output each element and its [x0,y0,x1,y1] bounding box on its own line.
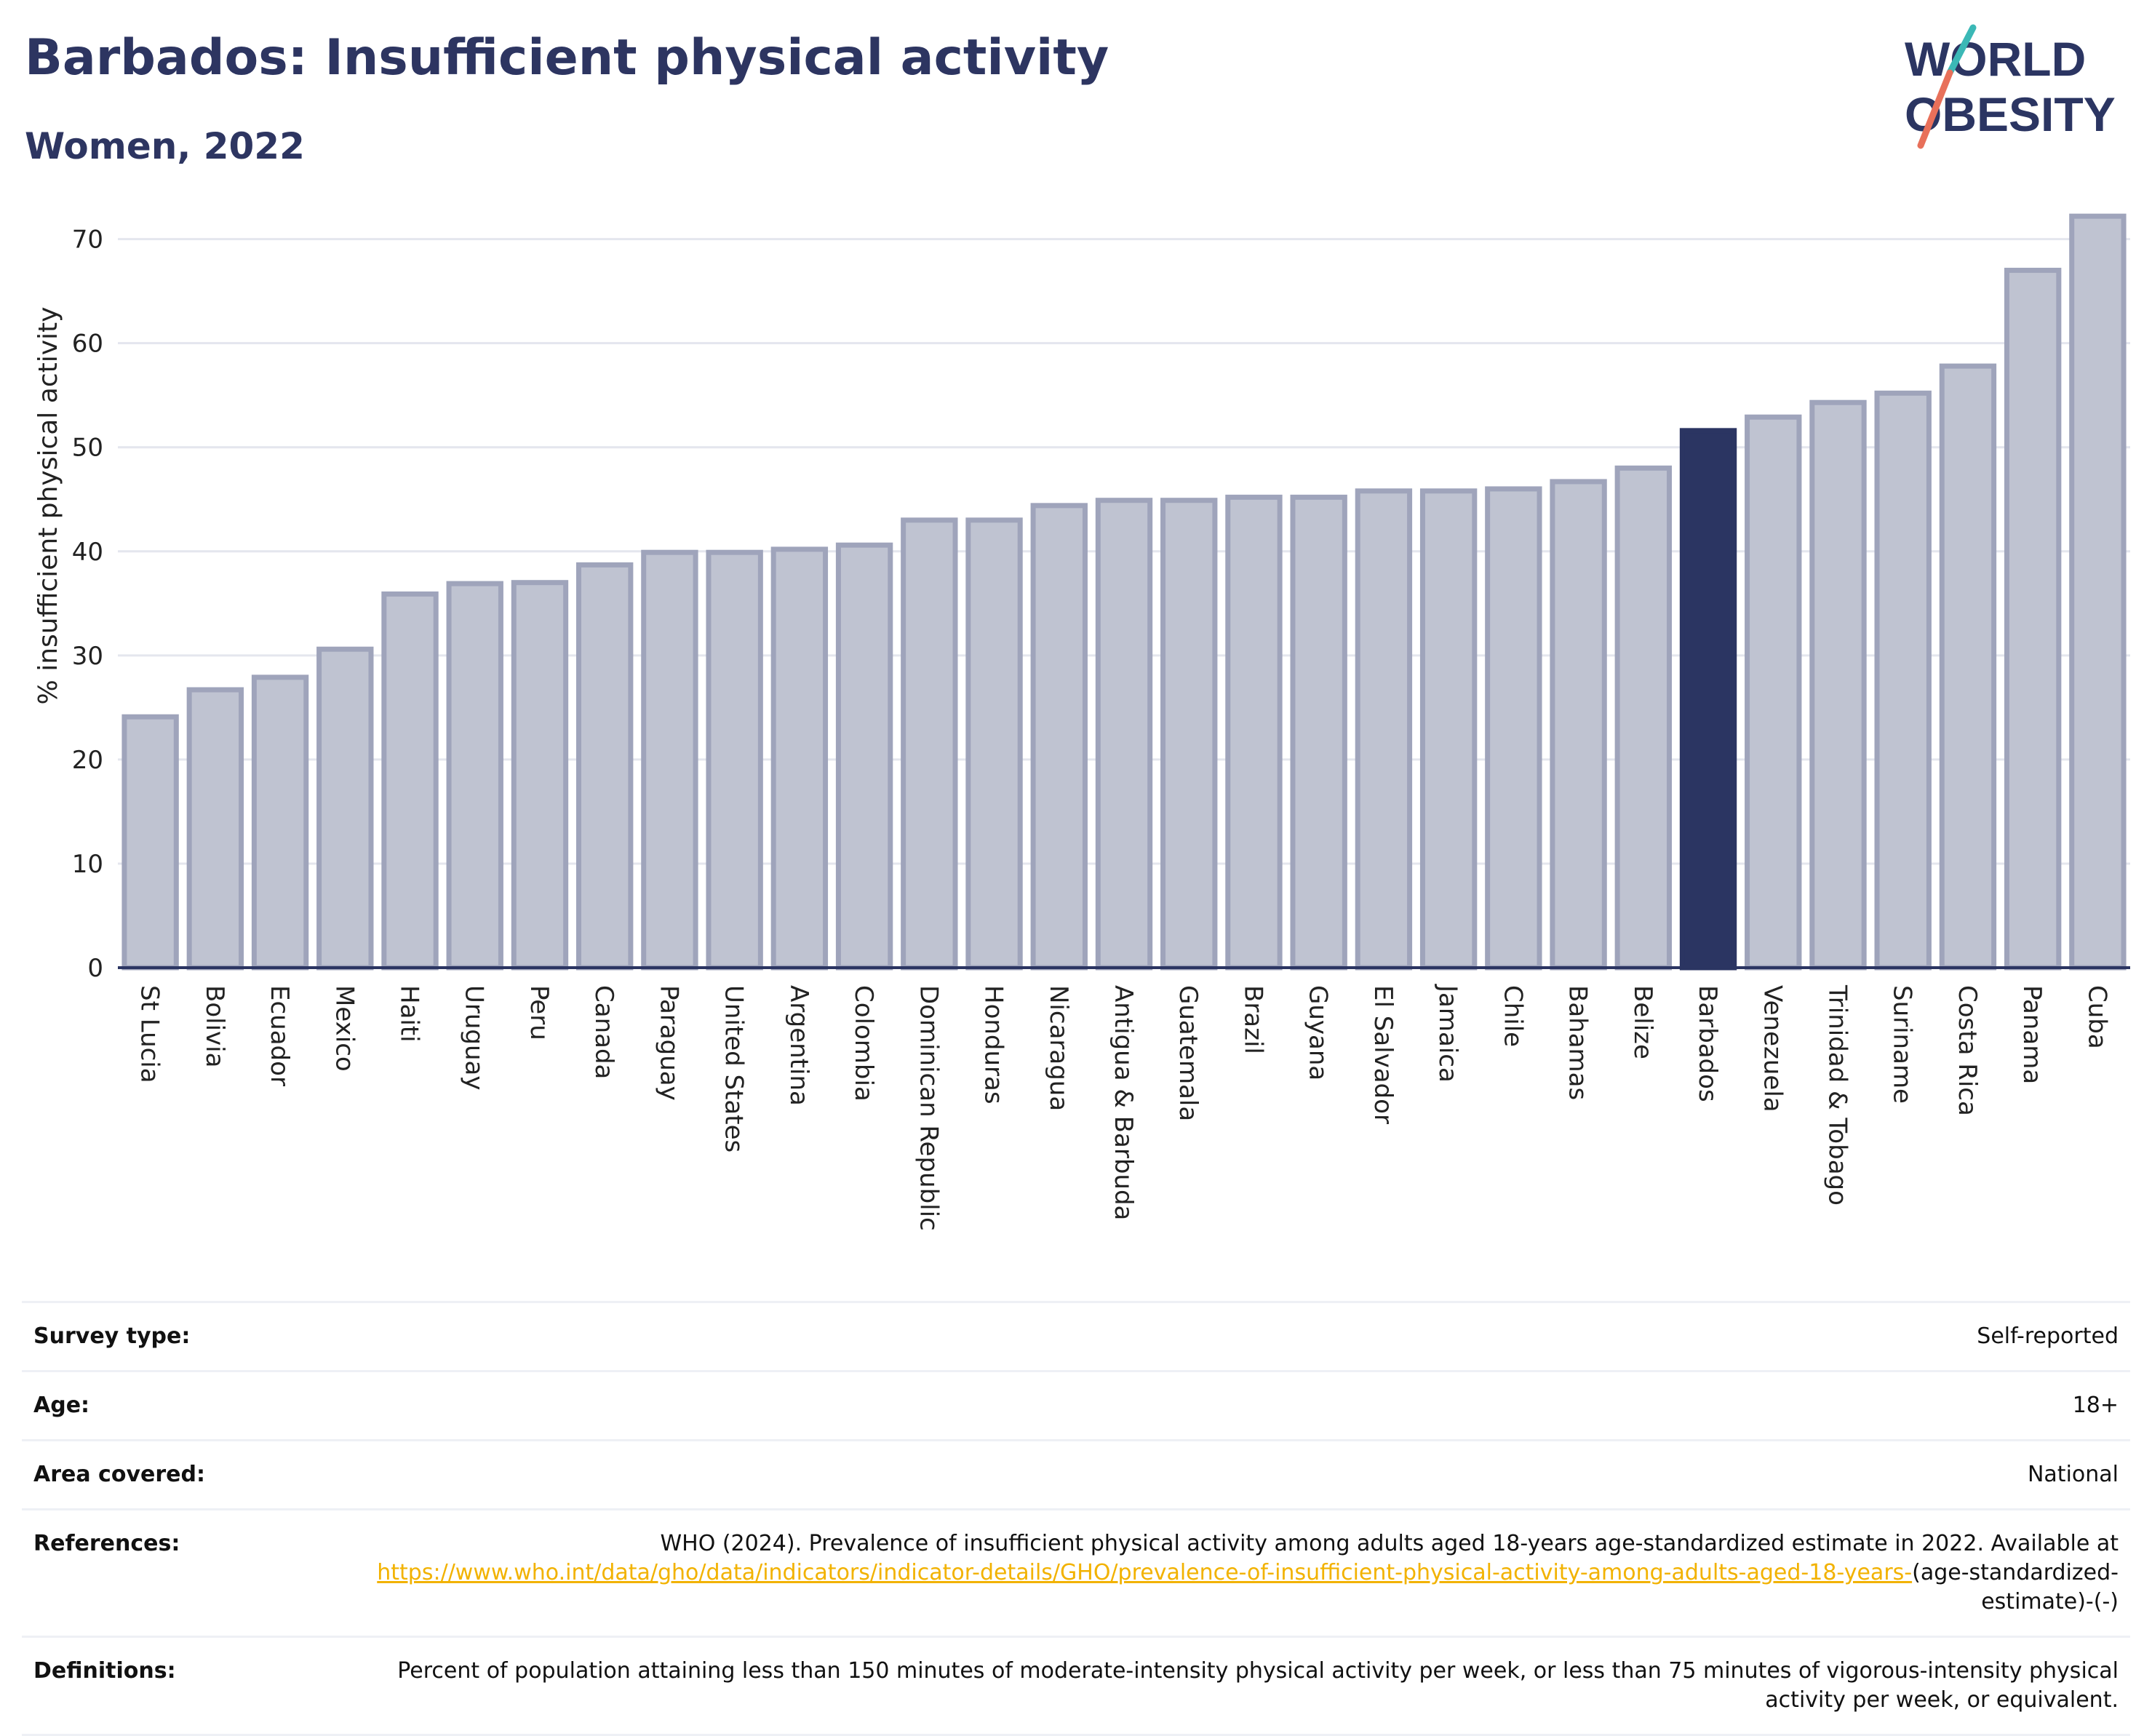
bar [1745,414,1802,971]
x-tick-label: Barbados [1693,985,1722,1102]
bar [770,546,829,971]
bar [251,674,309,971]
bar [576,562,634,971]
y-tick-label: 20 [72,746,103,775]
y-tick-label: 0 [87,954,103,983]
axes: 0 10 20 30 40 50 60 70 St Lucia Bolivia Ecuador Mex… [72,226,2130,1231]
x-tick-label: Honduras [979,985,1008,1104]
x-tick-label: Canada [589,985,618,1079]
x-tick-label: Cuba [2082,985,2111,1049]
x-tick-label: Ecuador [265,985,294,1086]
x-tick-label: Uruguay [460,985,489,1091]
x-tick-label: Chile [1498,985,1527,1047]
x-tick-label: Jamaica [1433,984,1462,1083]
definitions-label: Definitions: [33,1658,176,1684]
area-value: National [2027,1462,2119,1487]
bar [1614,465,1672,971]
x-tick-label: Guatemala [1173,985,1203,1121]
chart-title: Barbados: Insufficient physical activity [25,29,1109,87]
bar [1939,363,1997,971]
x-tick-label: Belize [1628,985,1657,1059]
bar [446,581,503,971]
bar [316,646,374,971]
references-suffix: (age-standardized-estimate)-(-) [1912,1560,2119,1614]
x-tick-label: Dominican Republic [914,985,943,1231]
logo-line1: WORLD [1905,32,2086,86]
chart-subtitle: Women, 2022 [25,125,305,167]
x-tick-label: Suriname [1888,985,1917,1104]
references-value: WHO (2024). Prevalence of insufficient p… [372,1529,2119,1617]
y-tick-label: 10 [72,850,103,879]
logo-slash-coral [1917,69,1953,149]
x-tick-label: El Salvador [1368,985,1398,1124]
x-tick-label: Costa Rica [1953,985,1982,1116]
bar [2004,268,2062,971]
world-obesity-logo: WORLD OBESITY [1905,24,2116,149]
x-tick-label: United States [720,985,749,1152]
x-tick-label: Peru [525,985,554,1040]
info-row-definitions: Definitions: Percent of population attai… [22,1636,2130,1736]
bar [1355,488,1413,971]
bar [1550,479,1607,971]
bar [641,549,698,971]
bar [1485,486,1542,971]
bar-highlight [1679,428,1737,971]
x-tick-label: Nicaragua [1044,985,1073,1111]
x-tick-label: Guyana [1304,985,1333,1080]
bar [1160,498,1218,971]
references-link[interactable]: https://www.who.int/data/gho/data/indica… [377,1560,1913,1585]
bar-chart: 0 10 20 30 40 50 60 70 St Lucia Bolivia Ecuador Mex… [33,213,2130,1231]
definitions-value: Percent of population attaining less tha… [397,1658,2119,1713]
info-row-survey-type: Survey type: Self-reported [22,1301,2130,1370]
y-tick-label: 40 [72,538,103,567]
bar [1030,503,1088,971]
x-tick-label: Colombia [849,985,878,1102]
bar [511,580,569,971]
x-tick-label: Bahamas [1563,985,1593,1100]
bar [2069,213,2127,971]
info-row-area: Area covered: National [22,1439,2130,1508]
bar [1095,498,1153,971]
bar [706,549,763,971]
bar [1874,390,1932,971]
bar [835,542,893,971]
y-tick-label: 70 [72,226,103,255]
bar [121,714,179,971]
bar [901,517,958,971]
bar [965,517,1023,971]
x-tick-label: Haiti [395,985,424,1043]
x-tick-label: Argentina [784,985,813,1106]
bar [1419,488,1478,971]
y-axis-label: % insufficient physical activity [33,307,63,705]
y-tick-label: 50 [72,434,103,463]
y-tick-label: 60 [72,330,103,359]
x-tick-label: Brazil [1238,985,1267,1054]
info-row-references: References: WHO (2024). Prevalence of in… [22,1508,2130,1636]
x-tick-label: Mexico [330,985,359,1072]
x-tick-label: Trinidad & Tobago [1822,984,1852,1206]
x-tick-label: Bolivia [200,985,229,1067]
references-label: References: [33,1531,180,1556]
survey-type-value: Self-reported [1977,1323,2119,1349]
age-label: Age: [33,1393,90,1418]
y-tick-label: 30 [72,642,103,671]
x-tick-label: Panama [2017,985,2047,1084]
survey-type-label: Survey type: [33,1323,191,1349]
area-label: Area covered: [33,1462,205,1487]
bars [121,213,2127,971]
bar [1225,494,1283,971]
bar [186,687,244,971]
x-tick-label: Venezuela [1758,985,1787,1112]
bar [1290,494,1347,971]
info-table: Survey type: Self-reported Age: 18+ Area… [22,1301,2130,1736]
bar [381,591,439,971]
bar [1809,399,1867,971]
logo-slash-teal [1946,24,1977,76]
references-text: WHO (2024). Prevalence of insufficient p… [660,1531,2119,1556]
x-tick-label: Antigua & Barbuda [1109,985,1138,1220]
info-row-age: Age: 18+ [22,1370,2130,1439]
x-tick-label: St Lucia [135,985,164,1083]
age-value: 18+ [2072,1393,2119,1418]
x-tick-label: Paraguay [654,985,683,1101]
